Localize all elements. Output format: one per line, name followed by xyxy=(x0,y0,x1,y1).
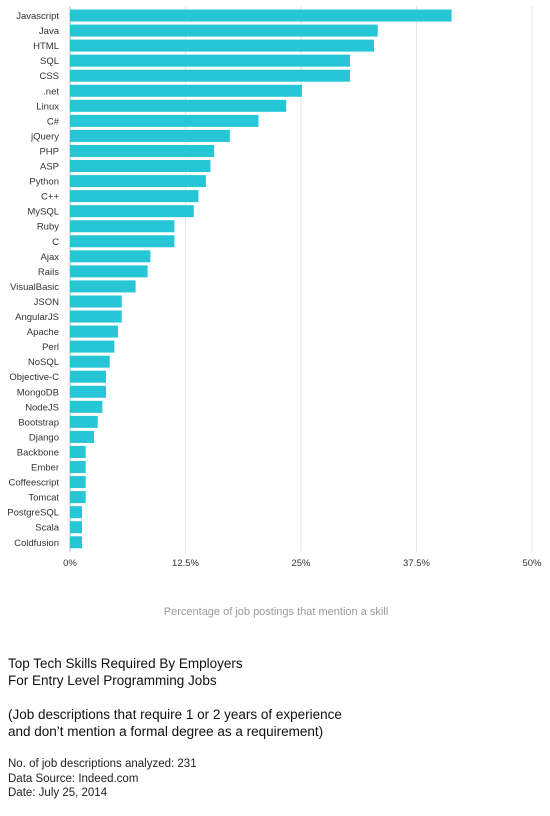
bar xyxy=(70,400,103,413)
chart-subtitle: (Job descriptions that require 1 or 2 ye… xyxy=(8,706,538,740)
bar xyxy=(70,54,350,67)
category-label: .net xyxy=(43,86,59,97)
x-tick-labels: 0% 12.5% 25% 37.5% 50% xyxy=(63,558,542,569)
chart-title: Top Tech Skills Required By Employers Fo… xyxy=(8,655,538,689)
x-axis-label: Percentage of job postings that mention … xyxy=(164,606,388,618)
bar xyxy=(70,430,95,443)
bar xyxy=(70,310,122,323)
category-label: Ruby xyxy=(37,222,59,233)
bar xyxy=(70,144,215,157)
bar xyxy=(70,476,86,489)
bars xyxy=(70,9,452,549)
x-tick-label: 25% xyxy=(291,558,311,569)
category-label: CSS xyxy=(39,71,59,82)
category-label: Coldfusion xyxy=(14,538,59,549)
bar xyxy=(70,250,151,263)
bar xyxy=(70,220,175,233)
bar xyxy=(70,415,98,428)
category-label: SQL xyxy=(40,56,59,67)
category-label: Scala xyxy=(35,523,59,534)
jobs-analyzed: No. of job descriptions analyzed: 231 xyxy=(8,758,197,770)
bar xyxy=(70,84,302,97)
category-labels: Javascript Java HTML SQL CSS .net Linux C# jQuer… xyxy=(7,11,59,549)
category-label: Bootstrap xyxy=(18,417,59,428)
chart-meta: No. of job descriptions analyzed: 231 Da… xyxy=(8,757,538,801)
bar xyxy=(70,536,83,549)
bar xyxy=(70,175,206,188)
bar xyxy=(70,129,230,142)
category-label: NodeJS xyxy=(25,402,59,413)
category-label: Ember xyxy=(31,463,59,474)
bar xyxy=(70,325,119,338)
chart-notes: Top Tech Skills Required By Employers Fo… xyxy=(8,655,538,801)
bar xyxy=(70,160,211,173)
category-label: AngularJS xyxy=(15,312,59,323)
title-line-2: For Entry Level Programming Jobs xyxy=(8,673,217,688)
x-tick-label: 50% xyxy=(522,558,542,569)
category-label: C xyxy=(52,237,59,248)
bar xyxy=(70,235,175,248)
data-source: Data Source: Indeed.com xyxy=(8,772,139,785)
category-label: Backbone xyxy=(17,447,59,458)
category-label: Javascript xyxy=(16,11,59,22)
category-label: Tomcat xyxy=(28,493,59,504)
bar xyxy=(70,506,83,519)
category-label: HTML xyxy=(33,41,59,52)
category-label: C# xyxy=(47,116,60,127)
bar xyxy=(70,39,374,52)
bar xyxy=(70,265,148,278)
category-label: VisualBasic xyxy=(10,282,59,293)
subtitle-line-1: (Job descriptions that require 1 or 2 ye… xyxy=(8,707,342,722)
bar xyxy=(70,370,107,383)
category-label: Objective-C xyxy=(9,372,59,383)
category-label: JSON xyxy=(34,297,59,308)
subtitle-line-2: and don’t mention a formal degree as a r… xyxy=(8,724,324,739)
category-label: NoSQL xyxy=(28,357,59,368)
category-label: jQuery xyxy=(30,131,59,142)
bar xyxy=(70,340,115,353)
category-label: Rails xyxy=(38,267,59,278)
category-label: Linux xyxy=(36,101,59,112)
category-label: MongoDB xyxy=(17,387,59,398)
category-label: Perl xyxy=(42,342,59,353)
category-label: Ajax xyxy=(41,252,60,263)
bar xyxy=(70,205,194,218)
bar-chart: Javascript Java HTML SQL CSS .net Linux C# jQuer… xyxy=(7,6,542,618)
category-label: Django xyxy=(29,432,59,443)
category-label: Java xyxy=(39,26,60,37)
gridlines xyxy=(69,6,533,552)
data-date: Date: July 25, 2014 xyxy=(8,787,108,799)
category-label: Coffeescript xyxy=(8,478,59,489)
x-tick-label: 0% xyxy=(63,558,77,569)
bar xyxy=(70,461,86,474)
category-label: Apache xyxy=(27,327,59,338)
bar xyxy=(70,24,378,37)
category-label: PHP xyxy=(39,146,59,157)
bar xyxy=(70,295,122,308)
x-tick-label: 37.5% xyxy=(403,558,430,569)
bar xyxy=(70,190,199,203)
title-line-1: Top Tech Skills Required By Employers xyxy=(8,656,243,671)
bar xyxy=(70,99,287,112)
category-label: PostgreSQL xyxy=(7,508,59,519)
category-label: MySQL xyxy=(27,207,59,218)
category-label: Python xyxy=(29,177,59,188)
category-label: ASP xyxy=(40,162,59,173)
bar xyxy=(70,521,83,534)
bar xyxy=(70,445,86,458)
category-label: C++ xyxy=(41,192,59,203)
bar xyxy=(70,355,110,368)
bar xyxy=(70,385,107,398)
bar xyxy=(70,280,136,293)
bar xyxy=(70,9,452,22)
x-tick-label: 12.5% xyxy=(172,558,199,569)
bar xyxy=(70,69,350,82)
bar xyxy=(70,114,259,127)
bar xyxy=(70,491,86,504)
